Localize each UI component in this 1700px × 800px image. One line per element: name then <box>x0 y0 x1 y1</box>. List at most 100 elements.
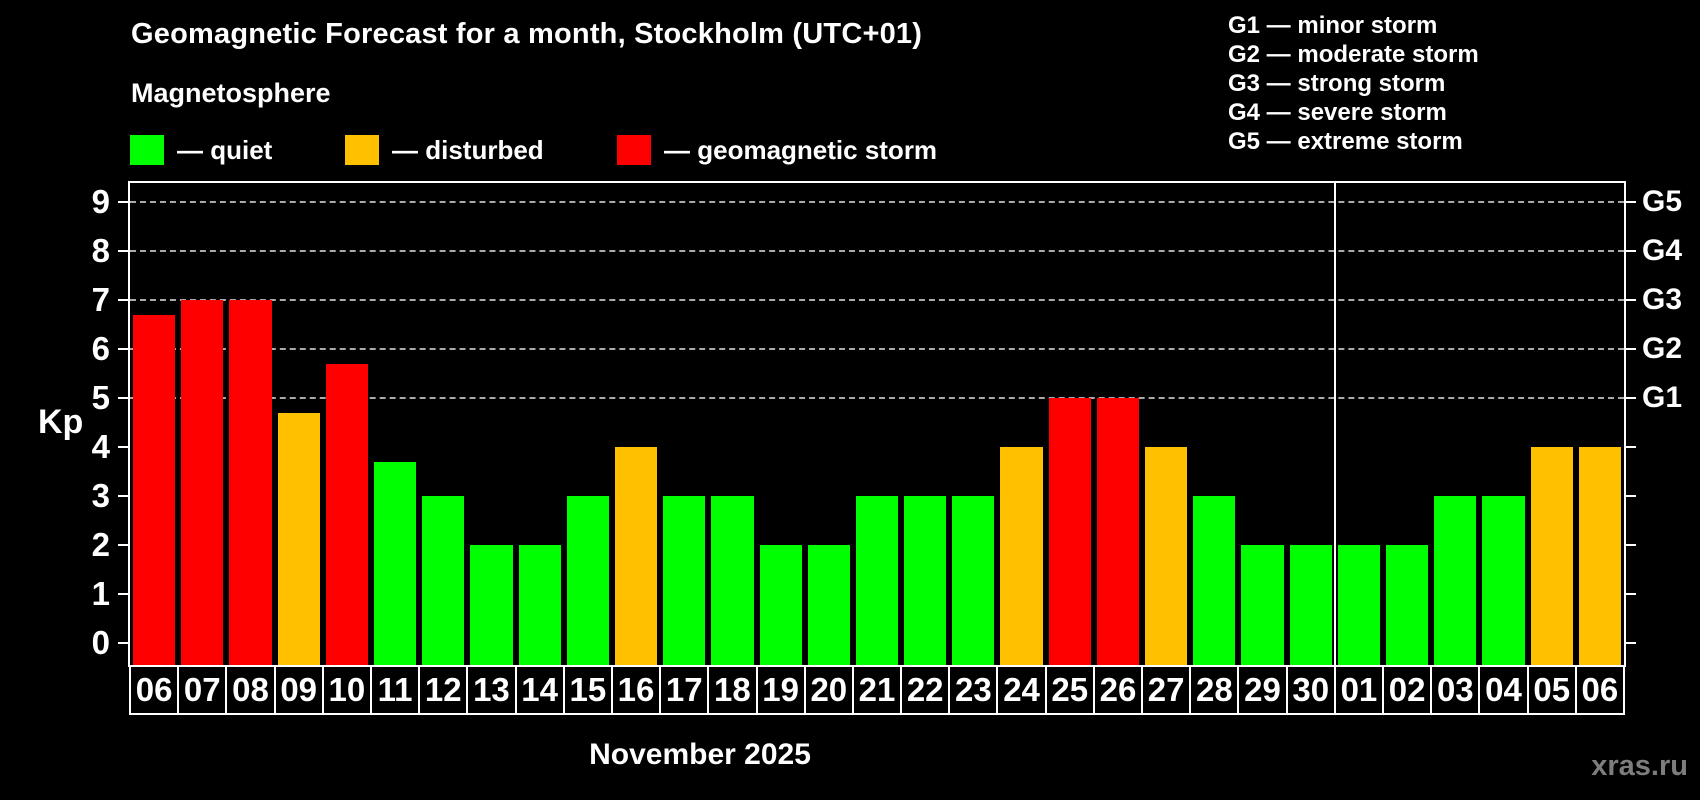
legend-item-disturbed: — disturbed <box>345 135 544 165</box>
right-axis-label-g1: G1 <box>1642 381 1683 414</box>
x-axis-day-label: 22 <box>900 665 951 715</box>
legend-item-storm: — geomagnetic storm <box>617 135 937 165</box>
x-axis-day-label: 20 <box>803 665 854 715</box>
right-axis-tick <box>1624 642 1636 644</box>
kp-bar-day-01 <box>1337 545 1381 667</box>
kp-bar-day-11 <box>373 461 417 667</box>
right-axis-tick <box>1624 201 1636 203</box>
legend-label-quiet: — quiet <box>177 135 273 165</box>
x-axis-day-label: 13 <box>466 665 517 715</box>
left-axis-tick <box>118 642 130 644</box>
chart-title: Geomagnetic Forecast for a month, Stockh… <box>131 18 923 50</box>
kp-bar-day-12 <box>422 496 465 667</box>
left-axis-tick <box>118 397 130 399</box>
kp-bar-day-06 <box>1578 447 1621 667</box>
kp-bar-day-23 <box>952 496 995 667</box>
left-axis-tick <box>118 201 130 203</box>
right-axis-tick <box>1624 544 1636 546</box>
kp-bar-day-13 <box>470 545 513 667</box>
y-axis-tick-label: 5 <box>91 379 110 416</box>
x-axis-day-label: 18 <box>707 665 758 715</box>
gridline-kp9 <box>130 201 1624 203</box>
x-axis-day-label: 25 <box>1044 665 1095 715</box>
gridline-kp8 <box>130 250 1624 252</box>
x-axis-day-label: 11 <box>369 665 421 715</box>
kp-bar-day-09 <box>277 412 320 667</box>
y-axis-tick-label: 1 <box>91 575 110 612</box>
left-axis-tick <box>118 446 130 448</box>
magnetosphere-label: Magnetosphere <box>131 78 331 108</box>
kp-bar-day-02 <box>1386 545 1429 667</box>
kp-bar-day-26 <box>1096 398 1140 667</box>
kp-bar-day-14 <box>518 545 561 667</box>
x-axis-day-label: 30 <box>1285 665 1336 715</box>
y-axis-tick-label: 2 <box>91 526 110 563</box>
x-axis-day-label: 16 <box>610 665 662 715</box>
disturbed-color-swatch <box>345 135 379 165</box>
right-axis-tick <box>1624 495 1636 497</box>
y-axis-tick-label: 9 <box>91 183 110 220</box>
left-axis-tick <box>118 544 130 546</box>
legend-label-storm: — geomagnetic storm <box>664 135 938 165</box>
y-axis-tick-label: 6 <box>91 330 110 367</box>
kp-bar-day-22 <box>904 496 947 667</box>
storm-scale-g1: G1 — minor storm <box>1228 12 1438 39</box>
x-axis-day-label: 06 <box>129 665 180 715</box>
kp-bar-day-28 <box>1193 496 1236 667</box>
storm-scale-g4: G4 — severe storm <box>1228 99 1447 126</box>
x-axis-day-label: 12 <box>418 665 469 715</box>
left-axis-tick <box>118 250 130 252</box>
right-axis-label-g3: G3 <box>1642 283 1683 316</box>
right-axis-tick <box>1624 446 1636 448</box>
x-axis-day-label: 03 <box>1430 665 1481 715</box>
kp-bar-day-06 <box>133 314 176 667</box>
right-axis-tick <box>1624 397 1636 399</box>
x-axis-day-label: 19 <box>755 665 806 715</box>
right-axis-label-g2: G2 <box>1642 332 1683 365</box>
legend-label-disturbed: — disturbed <box>392 135 544 165</box>
kp-bar-day-24 <box>1000 447 1043 667</box>
left-axis-tick <box>118 593 130 595</box>
y-axis-tick-label: 3 <box>91 477 110 514</box>
x-axis-day-label: 24 <box>996 665 1047 715</box>
x-axis-day-label: 14 <box>514 665 565 715</box>
watermark-text: xras.ru <box>1591 750 1688 782</box>
x-axis-day-label: 21 <box>851 665 903 715</box>
left-axis-tick <box>118 495 130 497</box>
x-axis-day-label: 02 <box>1382 665 1433 715</box>
kp-bar-day-04 <box>1482 496 1525 667</box>
y-axis-tick-label: 0 <box>91 624 110 661</box>
gridline-kp5 <box>130 397 1624 399</box>
x-axis-day-label: 06 <box>1574 665 1625 715</box>
left-axis-tick <box>118 348 130 350</box>
kp-bar-day-16 <box>614 447 658 667</box>
left-axis-tick <box>118 299 130 301</box>
x-axis-day-label: 28 <box>1189 665 1240 715</box>
storm-scale-g5: G5 — extreme storm <box>1228 128 1463 155</box>
legend-item-quiet: — quiet <box>130 135 272 165</box>
right-axis-label-g5: G5 <box>1642 185 1683 218</box>
right-axis-tick <box>1624 250 1636 252</box>
kp-bar-day-25 <box>1048 398 1091 667</box>
x-axis-day-label: 26 <box>1092 665 1144 715</box>
right-axis-tick <box>1624 299 1636 301</box>
kp-bar-day-08 <box>229 300 272 667</box>
x-axis-day-label: 04 <box>1478 665 1529 715</box>
kp-bar-day-07 <box>181 300 224 667</box>
x-axis-day-label: 17 <box>659 665 710 715</box>
storm-scale-legend: G1 — minor storm G2 — moderate storm G3 … <box>1228 11 1479 156</box>
kp-bar-day-05 <box>1530 447 1573 667</box>
quiet-color-swatch <box>130 135 164 165</box>
x-axis-day-label: 08 <box>225 665 276 715</box>
kp-bar-day-03 <box>1434 496 1477 667</box>
x-axis-day-label: 15 <box>562 665 613 715</box>
right-axis-label-g4: G4 <box>1642 234 1683 267</box>
storm-scale-g3: G3 — strong storm <box>1228 70 1446 97</box>
x-axis-day-label: 10 <box>321 665 372 715</box>
x-axis-day-label: 29 <box>1237 665 1288 715</box>
kp-bar-day-29 <box>1241 545 1284 667</box>
kp-bar-day-18 <box>711 496 754 667</box>
x-axis-day-label: 07 <box>177 665 228 715</box>
kp-bar-day-27 <box>1145 447 1188 667</box>
month-separator-line <box>1333 183 1336 667</box>
